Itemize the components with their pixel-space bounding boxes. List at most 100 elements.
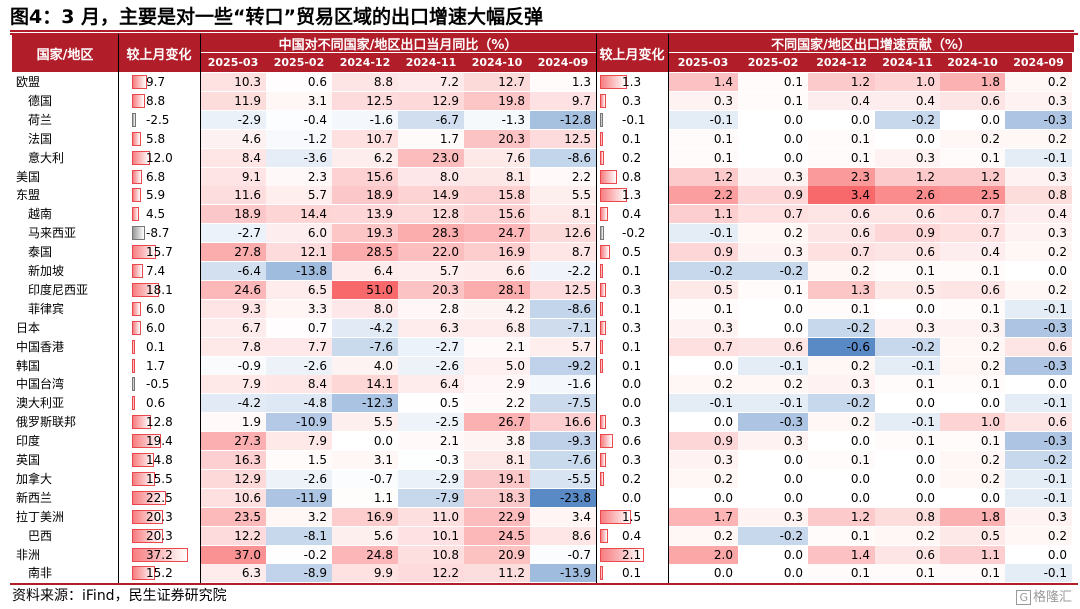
mom2-bar [600, 169, 617, 184]
mom2-bar [600, 150, 605, 165]
yoy-cell: 16.6 [530, 413, 596, 432]
mom-bar [132, 490, 166, 505]
contrib-cell: 3.4 [808, 186, 875, 205]
contrib-cell: 2.5 [940, 186, 1005, 205]
yoy-cell: 10.6 [200, 488, 266, 507]
region-name: 荷兰 [28, 112, 53, 127]
mom2-value: 1.5 [622, 509, 642, 524]
region-name: 南非 [28, 566, 53, 581]
yoy-cell: 4.2 [464, 299, 530, 318]
yoy-cell: -9.2 [530, 356, 596, 375]
source-note: 资料来源：iFind，民生证券研究院 [12, 588, 227, 604]
mom2-value: -0.1 [622, 112, 646, 127]
yoy-cell: 3.1 [266, 91, 332, 110]
region-name: 马来西亚 [28, 226, 77, 241]
contrib-cell: -0.3 [1005, 110, 1072, 129]
region-name: 美国 [16, 169, 41, 184]
figure-title: 图4：3 月，主要是对一些“转口”贸易区域的出口增速大幅反弹 [10, 6, 544, 28]
mom2-bar [600, 528, 609, 543]
header-contrib-2024-09: 2024-09 [1005, 53, 1072, 72]
yoy-cell: 6.7 [200, 318, 266, 337]
mom2-value: 0.1 [622, 264, 642, 278]
contrib-cell: 0.2 [738, 375, 808, 394]
contrib-cell: 0.9 [738, 186, 808, 205]
yoy-cell: 2.9 [464, 375, 530, 394]
contrib-cell: 0.1 [875, 432, 940, 451]
contrib-cell: 0.2 [808, 356, 875, 375]
contrib-cell: -0.1 [1005, 299, 1072, 318]
yoy-cell: 24.8 [332, 545, 398, 564]
contrib-cell: 0.3 [668, 91, 738, 110]
yoy-cell: 22.9 [464, 507, 530, 526]
contrib-cell: 0.2 [668, 469, 738, 488]
contrib-cell: 0.3 [1005, 224, 1072, 243]
mom-bar [132, 282, 160, 297]
mom2-bar [600, 264, 603, 278]
mom-value: 15.2 [146, 566, 173, 581]
contrib-cell: 2.6 [875, 186, 940, 205]
yoy-cell: 10.8 [398, 545, 464, 564]
mom2-value: 1.3 [622, 75, 642, 89]
yoy-cell: 23.0 [398, 148, 464, 167]
yoy-cell: 1.1 [332, 488, 398, 507]
yoy-cell: -12.8 [530, 110, 596, 129]
yoy-cell: 5.7 [266, 186, 332, 205]
contrib-cell: 0.3 [1005, 507, 1072, 526]
yoy-cell: -8.6 [530, 299, 596, 318]
mom2-value: 0.5 [622, 245, 642, 260]
mom-value: 6.0 [146, 301, 166, 316]
contrib-cell: 0.3 [940, 318, 1005, 337]
yoy-cell: 5.6 [332, 526, 398, 545]
yoy-cell: 37.0 [200, 545, 266, 564]
contrib-cell: 0.3 [738, 243, 808, 262]
yoy-cell: 24.6 [200, 280, 266, 299]
contrib-cell: 0.8 [875, 507, 940, 526]
mom-bar [132, 112, 136, 127]
contrib-cell: 0.3 [738, 167, 808, 186]
yoy-cell: -12.3 [332, 394, 398, 413]
contrib-cell: 0.0 [668, 356, 738, 375]
contrib-cell: 0.0 [875, 299, 940, 318]
contrib-cell: 0.2 [738, 224, 808, 243]
yoy-cell: -2.5 [398, 413, 464, 432]
yoy-cell: 3.3 [266, 299, 332, 318]
contrib-cell: 0.4 [808, 91, 875, 110]
region-name: 英国 [16, 453, 41, 467]
contrib-cell: 0.0 [808, 110, 875, 129]
mom2-bar [600, 226, 605, 241]
yoy-cell: 51.0 [332, 280, 398, 299]
yoy-cell: -1.3 [464, 110, 530, 129]
mom2-value: 0.3 [622, 282, 642, 297]
yoy-cell: -13.9 [530, 564, 596, 583]
contrib-cell: 0.2 [1005, 280, 1072, 299]
mom-bar [132, 75, 147, 89]
mom2-bar [600, 207, 609, 222]
mom2-value: 0.1 [622, 339, 642, 354]
contrib-cell: 0.0 [875, 394, 940, 413]
contrib-cell: 1.0 [940, 413, 1005, 432]
contrib-cell: 0.1 [940, 299, 1005, 318]
contrib-cell: 1.2 [808, 507, 875, 526]
yoy-cell: 12.1 [266, 243, 332, 262]
contrib-cell: 0.0 [1005, 262, 1072, 280]
region-name: 印度尼西亚 [28, 282, 89, 297]
contrib-cell: 0.0 [808, 432, 875, 451]
contrib-cell: 0.0 [738, 469, 808, 488]
yoy-cell: 11.6 [200, 186, 266, 205]
region-name: 日本 [16, 320, 41, 335]
mom-value: 12.8 [146, 415, 173, 430]
contrib-cell: 0.3 [738, 507, 808, 526]
yoy-cell: 14.4 [266, 205, 332, 224]
yoy-cell: 15.6 [464, 205, 530, 224]
yoy-cell: 20.3 [398, 280, 464, 299]
contrib-cell: 1.0 [875, 73, 940, 91]
yoy-cell: -7.5 [530, 394, 596, 413]
contrib-cell: 0.3 [808, 375, 875, 394]
yoy-cell: 3.8 [464, 432, 530, 451]
contrib-cell: 0.2 [1005, 73, 1072, 91]
contrib-cell: -0.1 [668, 224, 738, 243]
contrib-cell: 0.1 [875, 375, 940, 394]
yoy-cell: 3.4 [530, 507, 596, 526]
yoy-cell: 9.1 [200, 167, 266, 186]
yoy-cell: 8.7 [530, 243, 596, 262]
